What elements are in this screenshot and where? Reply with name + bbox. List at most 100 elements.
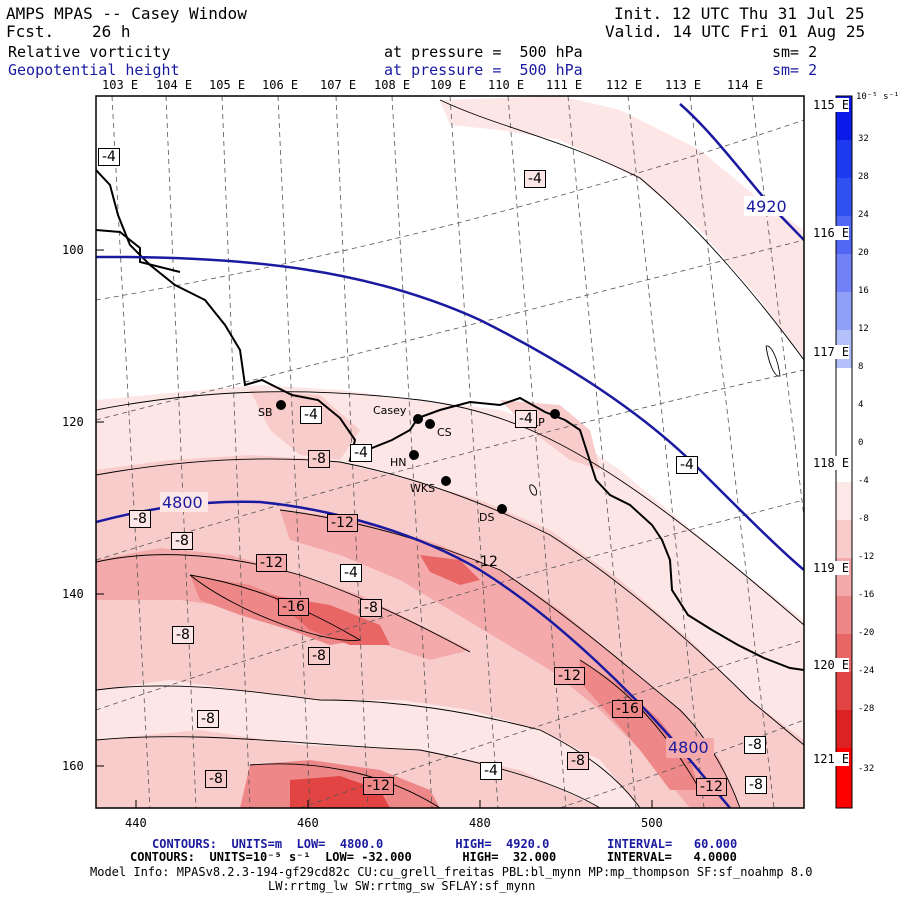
axis-ticks: [96, 249, 653, 808]
height-label: 4800: [162, 493, 203, 512]
contour-label: -8: [360, 599, 382, 617]
lon-label: 104 E: [156, 78, 193, 92]
init-time: Init. 12 UTC Thu 31 Jul 25: [614, 4, 865, 23]
footer-model-physics: LW:rrtmg_lw SW:rrtmg_sw SFLAY:sf_mynn: [268, 879, 536, 893]
lon-label: 113 E: [665, 78, 702, 92]
map-frame: [95, 95, 805, 809]
station-label: DS: [479, 511, 494, 524]
colorbar-tick: -16: [858, 590, 875, 600]
vorticity-contours: [96, 99, 804, 808]
contour-label: -12: [554, 667, 585, 685]
lon-label: 107 E: [320, 78, 357, 92]
lon-label: 121 E: [813, 752, 850, 766]
contour-label: -4: [524, 170, 546, 188]
colorbar-tick: -20: [858, 628, 875, 638]
contour-label: -8: [308, 647, 330, 665]
station-dot: [425, 419, 435, 429]
height-label: 4800: [668, 738, 709, 757]
contour-label: -4: [515, 410, 537, 428]
contour-label: -8: [171, 532, 193, 550]
contour-label: -12: [327, 514, 358, 532]
field1-name: Relative vorticity: [8, 43, 171, 61]
contour-label: -12: [363, 777, 394, 795]
contour-label: -16: [278, 598, 309, 616]
lon-label: 116 E: [813, 226, 850, 240]
lon-label: 117 E: [813, 345, 850, 359]
lon-label: 108 E: [374, 78, 411, 92]
lon-label: 106 E: [262, 78, 299, 92]
lon-label: 103 E: [102, 78, 139, 92]
contour-label: -4: [340, 564, 362, 582]
lon-label: 105 E: [209, 78, 246, 92]
valid-time: Valid. 14 UTC Fri 01 Aug 25: [605, 22, 866, 41]
colorbar-tick: -28: [858, 704, 875, 714]
contour-label: -8: [205, 770, 227, 788]
forecast-label: Fcst.: [6, 22, 55, 41]
x-tick-label: 500: [641, 816, 663, 830]
contour-label: -12: [475, 554, 498, 570]
lon-label: 111 E: [546, 78, 583, 92]
vort-area: [280, 510, 740, 808]
lon-label: 110 E: [488, 78, 525, 92]
field1-pressure: at pressure = 500 hPa: [384, 43, 583, 61]
y-tick-label: 160: [62, 759, 84, 773]
x-tick-label: 440: [125, 816, 147, 830]
lon-label: 120 E: [813, 658, 850, 672]
colorbar-tick: -12: [858, 552, 875, 562]
station-label: Casey: [373, 404, 407, 417]
station-dot: [276, 400, 286, 410]
lon-label: 118 E: [813, 456, 850, 470]
footer-model-info: Model Info: MPASv8.2.3-194-gf29cd82c CU:…: [90, 865, 813, 879]
station-dot: [409, 450, 419, 460]
station-labels: SB Casey CS HN WKS DS LP: [258, 404, 545, 524]
footer-height-contours: CONTOURS: UNITS=m LOW= 4800.0 HIGH= 4920…: [152, 837, 738, 851]
colorbar-tick: -24: [858, 666, 875, 676]
vort-area: [440, 96, 804, 360]
colorbar-tick: 28: [858, 172, 869, 182]
lon-label: 109 E: [430, 78, 467, 92]
colorbar: [835, 95, 853, 809]
colorbar-tick: -4: [858, 476, 869, 486]
contour-label: -4: [300, 406, 322, 424]
station-label: HN: [390, 456, 407, 469]
contour-label: -8: [744, 736, 766, 754]
y-tick-label: 120: [62, 415, 84, 429]
contour-label: -12: [256, 554, 287, 572]
contour-label: -12: [696, 778, 727, 796]
station-dot: [441, 476, 451, 486]
lon-label: 115 E: [813, 98, 850, 112]
height-labels: 4920 4800 4800: [160, 196, 792, 758]
contour-label: -4: [480, 762, 502, 780]
colorbar-tick: 8: [858, 362, 864, 372]
coastline: [96, 169, 804, 671]
field2-smoothing: sm= 2: [772, 61, 818, 79]
colorbar-tick: 24: [858, 210, 869, 220]
contour-label: -8: [567, 752, 589, 770]
contour-label: -8: [745, 776, 767, 794]
station-dot: [497, 504, 507, 514]
colorbar-unit: 10⁻⁵ s⁻¹: [856, 92, 900, 102]
station-label: CS: [437, 426, 452, 439]
contour-label: -8: [197, 710, 219, 728]
footer-vorticity-contours: CONTOURS: UNITS=10⁻⁵ s⁻¹ LOW= -32.000 HI…: [130, 850, 737, 864]
contour-label: -8: [308, 450, 330, 468]
vort-area: [290, 776, 390, 808]
colorbar-tick: 20: [858, 248, 869, 258]
colorbar-tick: 12: [858, 324, 869, 334]
y-tick-label: 100: [62, 243, 84, 257]
lon-label: 119 E: [813, 561, 850, 575]
station-label: SB: [258, 406, 273, 419]
field2-name: Geopotential height: [8, 61, 180, 79]
lon-label: 112 E: [606, 78, 643, 92]
station-dot: [413, 414, 423, 424]
x-tick-label: 460: [297, 816, 319, 830]
colorbar-tick: 0: [858, 438, 864, 448]
coastline: [96, 229, 181, 273]
forecast-hours: 26 h: [92, 22, 131, 41]
vort-area: [420, 555, 480, 585]
field1-smoothing: sm= 2: [772, 43, 818, 61]
contour-label: -4: [98, 148, 120, 166]
colorbar-tick: 16: [858, 286, 869, 296]
colorbar-tick: -32: [858, 764, 875, 774]
